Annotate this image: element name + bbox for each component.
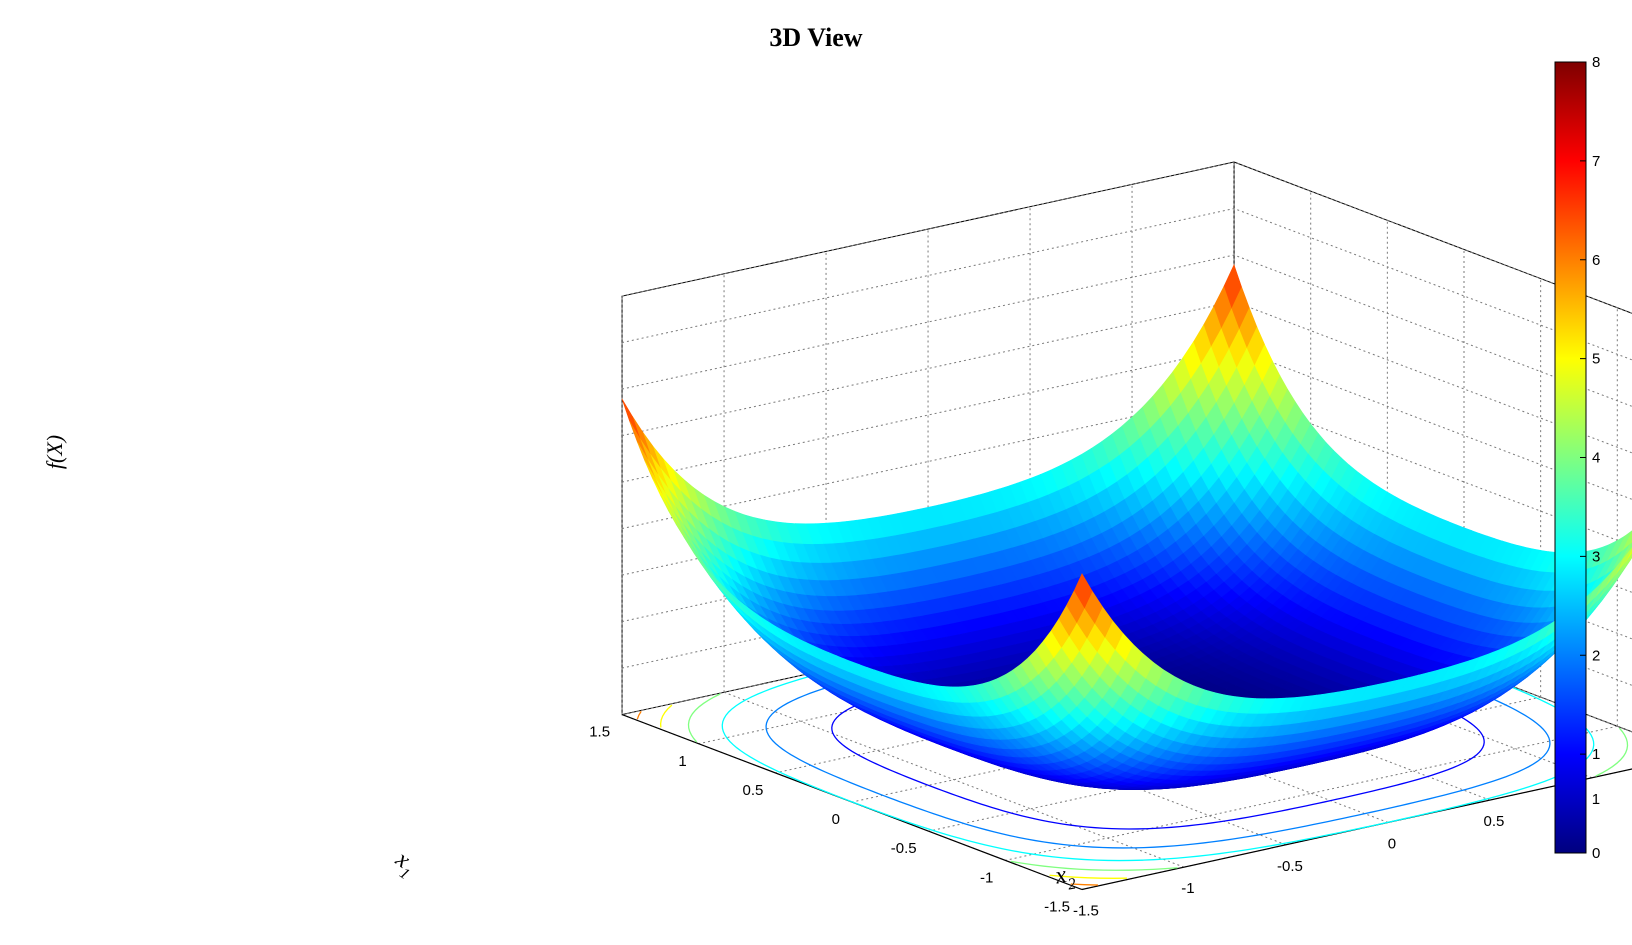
x1-tick-label: 0.5: [742, 782, 763, 799]
x2-tick-label: 1: [1592, 791, 1600, 808]
contour-line: [1049, 874, 1127, 879]
colorbar-tick-label: 8: [1592, 54, 1600, 71]
surface-patch: [621, 398, 641, 439]
colorbar-tick-label: 7: [1592, 153, 1600, 170]
z-axis-label: f(X): [42, 435, 67, 469]
x2-axis-label: x2: [1052, 861, 1077, 896]
contour-line: [1010, 860, 1178, 871]
x1-axis-label: x1: [387, 846, 421, 883]
colorbar-tick-label: 5: [1592, 351, 1600, 368]
colorbar-tick-label: 2: [1592, 647, 1600, 664]
x1-tick-label: 1.5: [589, 724, 610, 741]
x1-tick-label: 0: [832, 811, 840, 828]
contour-line: [687, 693, 721, 743]
grid-x2-floor: [723, 691, 1185, 868]
x1-tick-label: 1: [678, 753, 686, 770]
x2-tick-label: -0.5: [1277, 858, 1303, 875]
x2-tick-label: -1.5: [1073, 903, 1099, 920]
colorbar-tick-label: 0: [1592, 845, 1600, 862]
x2-tick-label: -1: [1181, 880, 1194, 897]
chart-title: 3D View: [769, 23, 862, 52]
contour-line: [1070, 883, 1098, 886]
surface-patch: [1073, 573, 1093, 609]
grid-z: [621, 161, 1632, 314]
x2-tick-label: 0.5: [1484, 813, 1505, 830]
contour-line: [636, 711, 642, 720]
x2-tick-label: 0: [1388, 835, 1396, 852]
colorbar-tick-label: 3: [1592, 548, 1600, 565]
grid-z: [621, 254, 1632, 407]
colorbar-tick-label: 1: [1592, 746, 1600, 763]
colorbar: 0 1 2 3 4 5 6 7 8: [1554, 54, 1600, 862]
grid-z: [621, 207, 1632, 361]
axis-tick-labels: 0123456789-1.5-1-0.500.511.5-1.5-1-0.500…: [589, 724, 1600, 920]
x1-tick-label: -1.5: [1044, 899, 1070, 916]
colorbar-tick-label: 4: [1592, 450, 1600, 467]
x1-tick-label: -1: [980, 869, 993, 886]
contour-line: [1595, 727, 1629, 777]
surface-plot: [621, 263, 1632, 791]
x1-tick-label: -0.5: [891, 840, 917, 857]
contour-line: [659, 704, 673, 728]
colorbar-tick-label: 6: [1592, 252, 1600, 269]
